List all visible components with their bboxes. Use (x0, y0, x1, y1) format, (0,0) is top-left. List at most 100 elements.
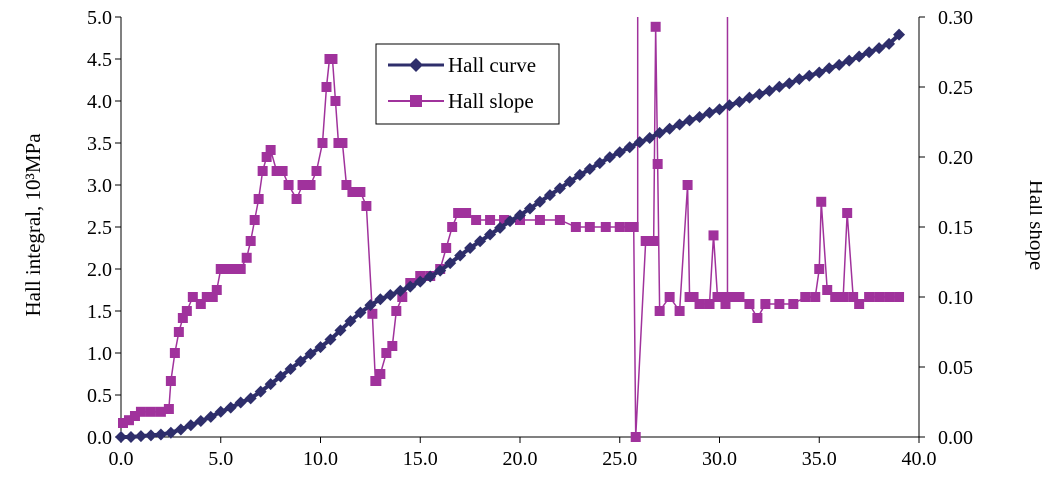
hall-slope-point (375, 369, 386, 379)
hall-slope-point (347, 187, 358, 197)
hall-slope-point (253, 194, 264, 204)
hall-slope-point (814, 264, 825, 274)
series-hall-curve (115, 28, 906, 443)
series-layer (115, 17, 906, 443)
hall-curve-point (743, 91, 756, 104)
hall-curve-point (763, 84, 776, 97)
hall-slope-point (265, 145, 276, 155)
hall-curve-point (444, 257, 457, 270)
hall-slope-point (201, 292, 212, 302)
hall-curve-point (154, 428, 167, 441)
hall-curve-point (773, 80, 786, 93)
hall-curve-point (733, 95, 746, 108)
hall-curve-point (334, 324, 347, 337)
hall-curve-point (863, 46, 876, 59)
hall-slope-point (734, 292, 745, 302)
legend-hall-slope-label: Hall slope (448, 89, 534, 113)
hall-curve-point (434, 264, 447, 277)
hall-slope-point (215, 264, 226, 274)
x-tick-label: 15.0 (403, 448, 438, 470)
hall-slope-point (600, 222, 611, 232)
hall-curve-point (184, 419, 197, 432)
hall-curve-point (703, 106, 716, 119)
hall-curve-point (573, 168, 586, 181)
hall-slope-point (485, 215, 496, 225)
hall-slope-point (123, 415, 134, 426)
hall-slope-point (441, 243, 452, 253)
hall-curve-point (344, 315, 357, 328)
hall-curve-point (833, 58, 846, 71)
hall-slope-point (752, 313, 763, 323)
y-tick-label: 5.0 (87, 7, 112, 29)
hall-curve-point (553, 182, 566, 195)
hall-curve-point (523, 202, 536, 215)
hall-curve-point (404, 280, 417, 293)
hall-curve-point (803, 69, 816, 82)
hall-slope-point (371, 376, 382, 386)
hall-curve-point (414, 275, 427, 288)
right-y-axis-ticks: 0.00 0.05 0.10 0.15 0.20 0.25 0.30 (919, 7, 973, 449)
y2-axis-title: Hall shope (1025, 180, 1042, 270)
hall-slope-point (652, 159, 663, 169)
hall-curve-point (883, 37, 896, 50)
hall-slope-point (864, 292, 875, 302)
hall-slope-point (628, 222, 639, 232)
hall-slope-point (173, 327, 184, 337)
hall-curve-point (603, 151, 616, 164)
hall-slope-point (682, 180, 693, 190)
hall-slope-point (305, 180, 316, 190)
hall-slope-point (718, 292, 729, 302)
hall-slope-point (726, 292, 737, 302)
left-y-axis-ticks: 0.0 0.5 1.0 1.5 2.0 2.5 3.0 3.5 4.0 4.5 5.0 (87, 7, 121, 449)
hall-curve-point (304, 347, 317, 360)
y2-tick-label: 0.30 (938, 7, 973, 29)
y-tick-label: 0.0 (87, 427, 112, 449)
hall-curve-point (673, 118, 686, 131)
hall-slope-point (842, 208, 853, 218)
hall-curve-point (244, 392, 257, 405)
hall-slope-point (694, 299, 705, 309)
hall-slope-point (195, 299, 206, 309)
y2-tick-label: 0.20 (938, 147, 973, 169)
hall-curve-point (284, 362, 297, 375)
hall-slope-point (774, 299, 785, 309)
hall-slope-point (207, 292, 218, 302)
y2-tick-label: 0.15 (938, 217, 973, 239)
hall-slope-point (245, 236, 256, 246)
hall-slope-point (181, 306, 192, 316)
y-tick-label: 4.0 (87, 91, 112, 113)
legend-hall-curve-label: Hall curve (448, 53, 536, 77)
x-axis-ticks: 0.0 5.0 10.0 15.0 20.0 25.0 30.0 35.0 40.0 (109, 437, 937, 470)
hall-slope-point (674, 306, 685, 316)
x-tick-label: 20.0 (503, 448, 538, 470)
y-tick-label: 1.0 (87, 343, 112, 365)
hall-slope-point (499, 215, 510, 225)
hall-curve-point (653, 126, 666, 139)
hall-slope-point (235, 264, 246, 274)
hall-slope-point (471, 215, 482, 225)
hall-slope-point (720, 299, 731, 309)
hall-slope-point (163, 404, 174, 414)
hall-slope-point (760, 299, 771, 309)
hall-slope-point (145, 406, 156, 417)
hall-curve-point (613, 146, 626, 159)
hall-slope-point (227, 264, 238, 274)
hall-slope-point (810, 292, 821, 302)
hall-curve-point (494, 221, 507, 234)
hall-curve-point (464, 242, 477, 254)
hall-curve-point (174, 423, 187, 436)
hall-curve-point (843, 54, 856, 67)
hall-slope-point (277, 166, 288, 176)
y2-tick-label: 0.05 (938, 357, 973, 379)
y2-tick-label: 0.00 (938, 427, 973, 449)
hall-slope-point (630, 432, 641, 442)
y-tick-label: 2.5 (87, 217, 112, 239)
hall-slope-point (654, 306, 665, 316)
hall-curve-point (683, 114, 696, 127)
hall-curve-point (723, 99, 736, 112)
hall-slope-point (257, 166, 268, 176)
hall-curve-point (164, 426, 177, 439)
hall-slope-point (317, 138, 328, 148)
hall-curve-point (633, 136, 646, 149)
y-tick-label: 4.5 (87, 49, 112, 71)
